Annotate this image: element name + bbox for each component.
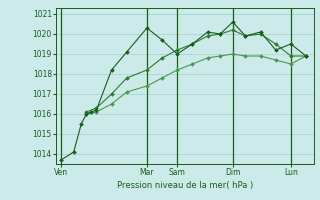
- X-axis label: Pression niveau de la mer( hPa ): Pression niveau de la mer( hPa ): [117, 181, 253, 190]
